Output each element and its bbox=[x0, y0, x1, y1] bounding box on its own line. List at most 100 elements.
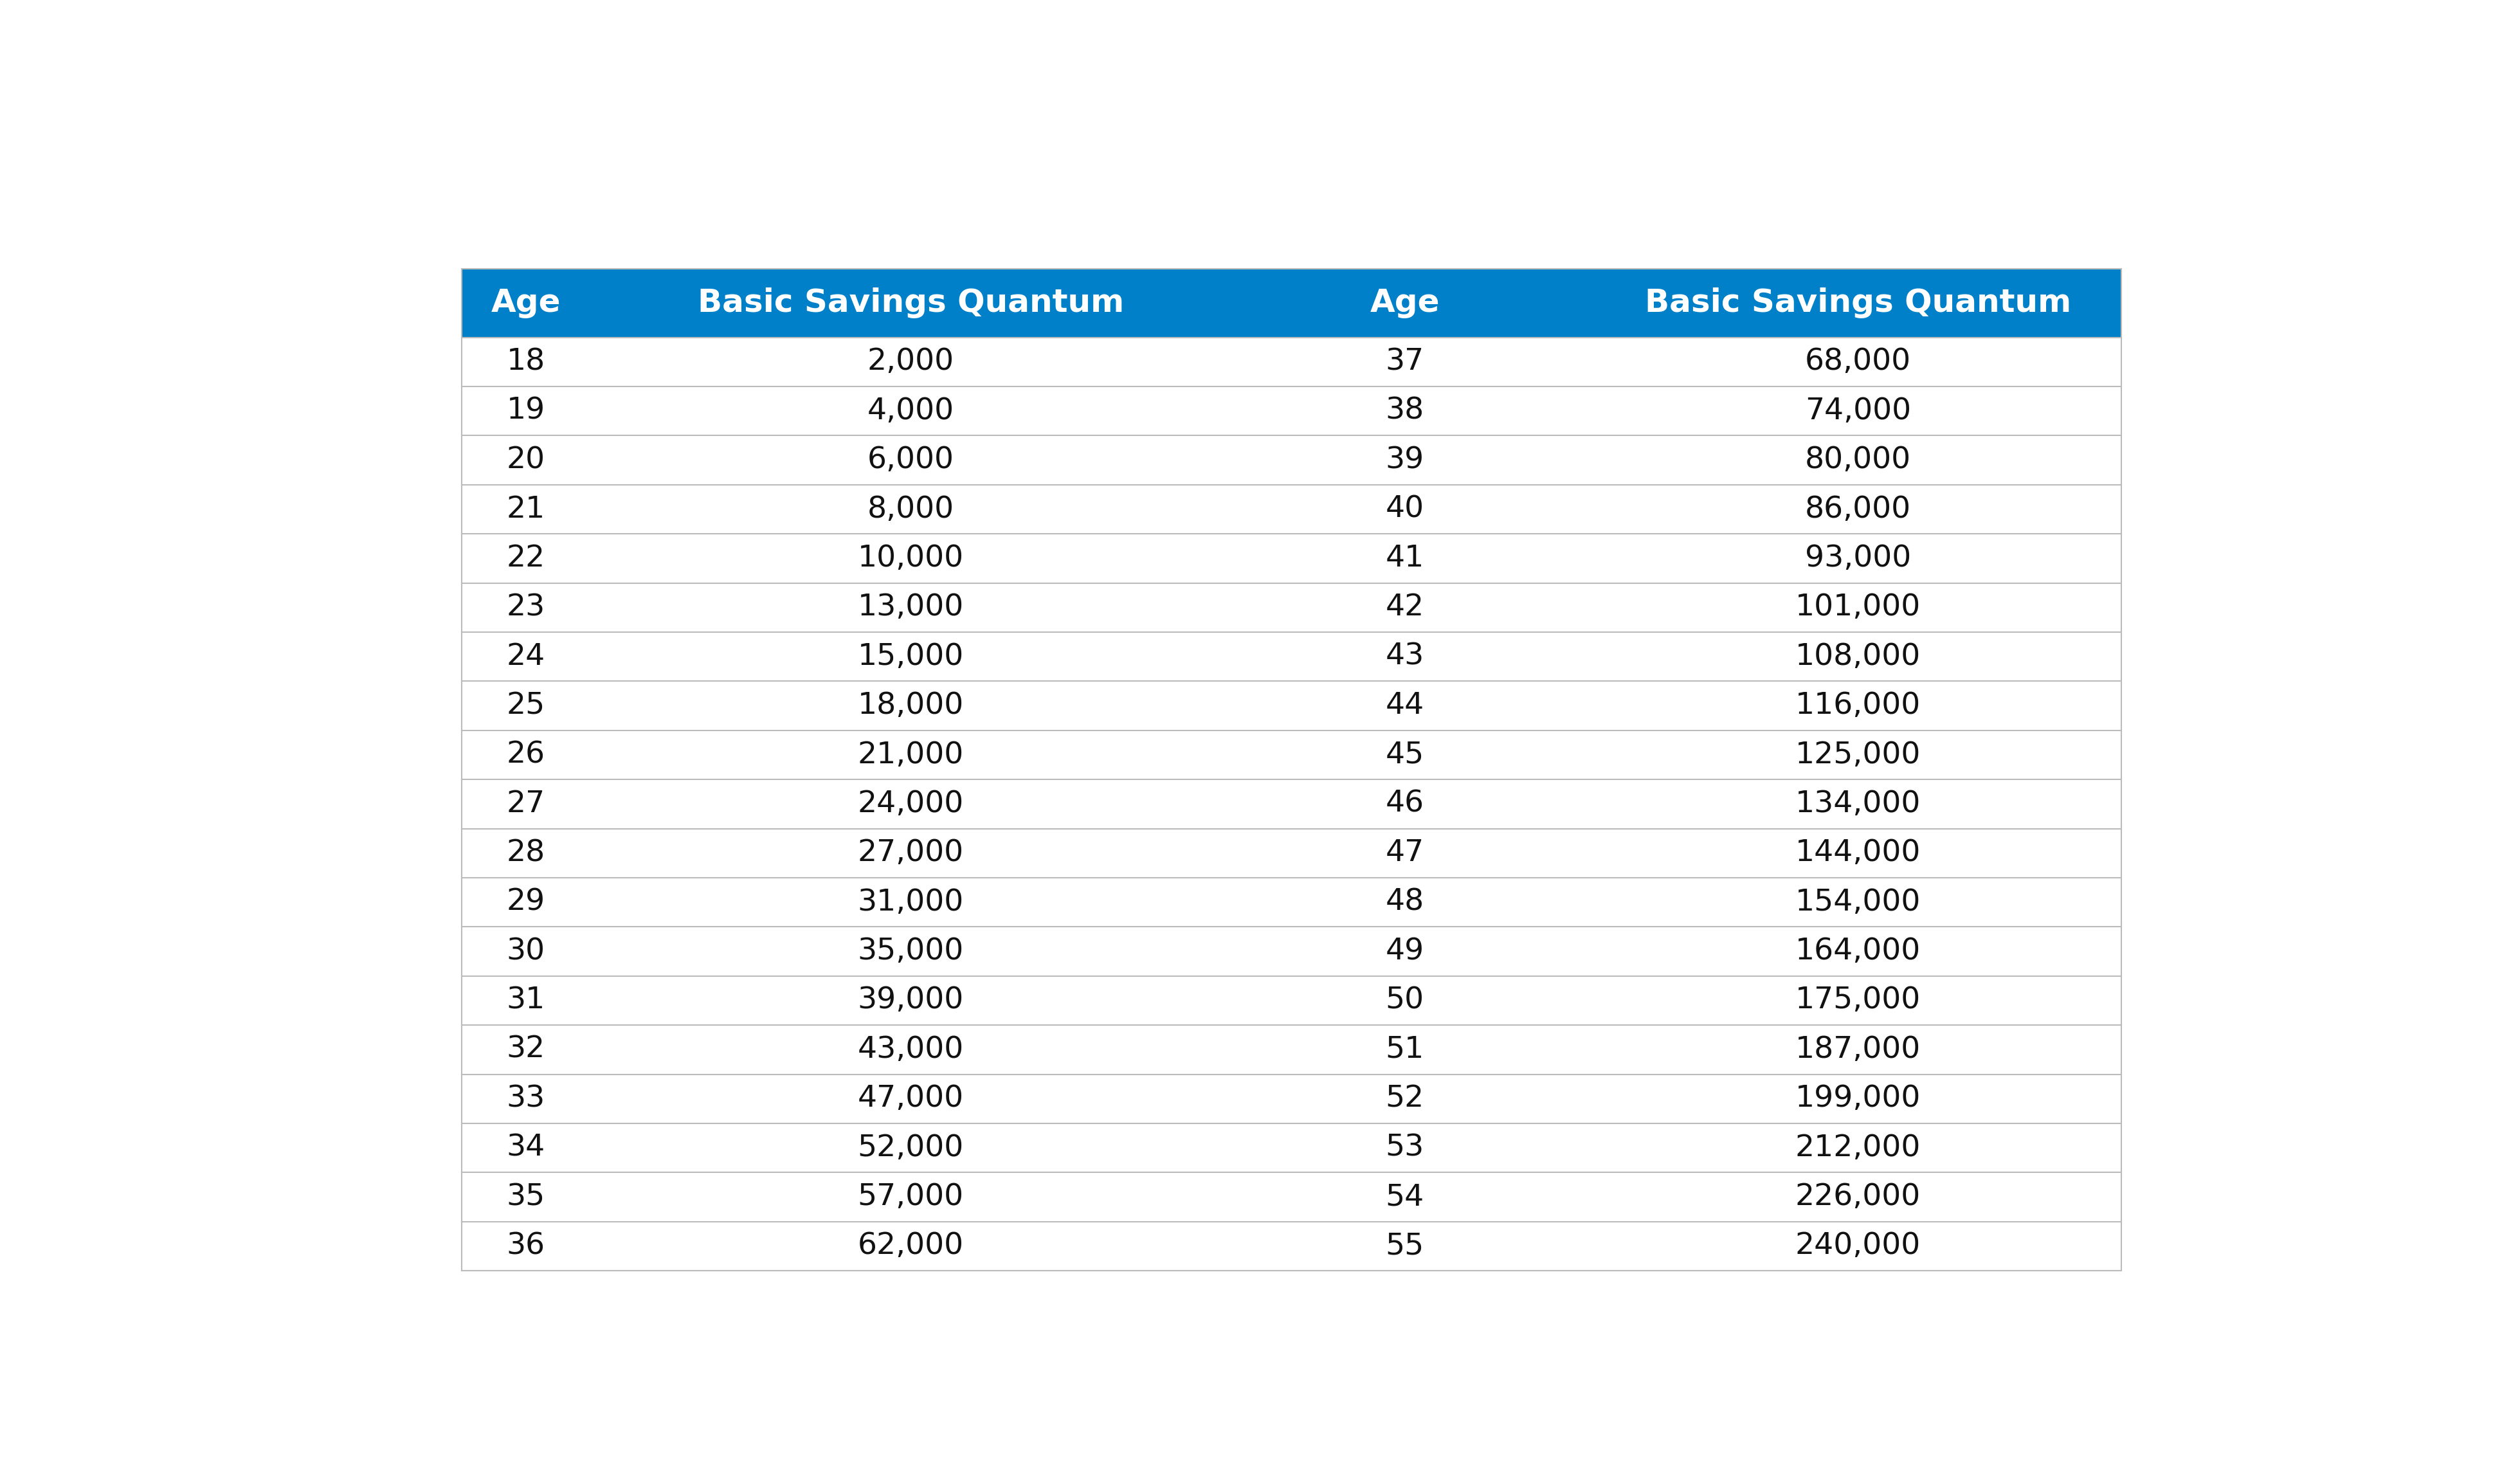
Bar bbox=[461, 534, 2122, 583]
Text: 15,000: 15,000 bbox=[857, 642, 963, 671]
Bar bbox=[461, 1222, 2122, 1270]
Text: 52,000: 52,000 bbox=[857, 1133, 963, 1162]
Text: 46: 46 bbox=[1386, 790, 1424, 818]
Text: 226,000: 226,000 bbox=[1794, 1183, 1920, 1211]
Text: 48: 48 bbox=[1386, 887, 1424, 917]
Text: 10,000: 10,000 bbox=[857, 544, 963, 572]
Text: 44: 44 bbox=[1386, 691, 1424, 720]
Text: 86,000: 86,000 bbox=[1804, 495, 1910, 524]
Text: 4,000: 4,000 bbox=[867, 396, 955, 426]
Bar bbox=[461, 337, 2122, 386]
Text: 22: 22 bbox=[507, 544, 544, 572]
Text: 74,000: 74,000 bbox=[1804, 396, 1910, 426]
Text: 31: 31 bbox=[507, 986, 544, 1015]
Text: 144,000: 144,000 bbox=[1794, 839, 1920, 868]
Text: 24,000: 24,000 bbox=[857, 790, 963, 818]
Text: 6,000: 6,000 bbox=[867, 445, 955, 475]
Text: 57,000: 57,000 bbox=[857, 1183, 963, 1211]
Text: 50: 50 bbox=[1386, 986, 1424, 1015]
Text: 187,000: 187,000 bbox=[1794, 1035, 1920, 1065]
Text: 93,000: 93,000 bbox=[1804, 544, 1910, 572]
Bar bbox=[461, 1074, 2122, 1124]
Text: Age: Age bbox=[1371, 287, 1439, 318]
Text: 26: 26 bbox=[507, 741, 544, 769]
Bar bbox=[461, 682, 2122, 731]
Text: 35: 35 bbox=[507, 1183, 544, 1211]
Bar bbox=[461, 976, 2122, 1025]
Text: 39: 39 bbox=[1386, 445, 1424, 475]
Text: 49: 49 bbox=[1386, 938, 1424, 966]
Text: 37: 37 bbox=[1386, 348, 1424, 376]
Text: 39,000: 39,000 bbox=[857, 986, 963, 1015]
Text: 20: 20 bbox=[507, 445, 544, 475]
Bar bbox=[461, 927, 2122, 976]
Bar bbox=[461, 269, 2122, 1270]
Text: Basic Savings Quantum: Basic Savings Quantum bbox=[698, 287, 1124, 318]
Text: 40: 40 bbox=[1386, 495, 1424, 524]
Text: 38: 38 bbox=[1386, 396, 1424, 426]
Text: 55: 55 bbox=[1386, 1232, 1424, 1260]
Bar bbox=[461, 779, 2122, 828]
Text: 19: 19 bbox=[507, 396, 544, 426]
Text: 199,000: 199,000 bbox=[1794, 1084, 1920, 1114]
Bar bbox=[461, 731, 2122, 779]
Text: 47,000: 47,000 bbox=[857, 1084, 963, 1114]
Text: 68,000: 68,000 bbox=[1804, 348, 1910, 376]
Text: 24: 24 bbox=[507, 642, 544, 671]
Text: 154,000: 154,000 bbox=[1794, 887, 1920, 917]
Text: 18,000: 18,000 bbox=[857, 691, 963, 720]
Text: 21,000: 21,000 bbox=[857, 741, 963, 769]
Bar bbox=[461, 1025, 2122, 1074]
Bar bbox=[461, 436, 2122, 485]
Text: 47: 47 bbox=[1386, 839, 1424, 868]
Text: 29: 29 bbox=[507, 887, 544, 917]
Text: 34: 34 bbox=[507, 1133, 544, 1162]
Text: 134,000: 134,000 bbox=[1794, 790, 1920, 818]
Text: 45: 45 bbox=[1386, 741, 1424, 769]
Text: 101,000: 101,000 bbox=[1794, 593, 1920, 623]
Text: Age: Age bbox=[491, 287, 562, 318]
Text: 25: 25 bbox=[507, 691, 544, 720]
Text: 175,000: 175,000 bbox=[1794, 986, 1920, 1015]
Text: 42: 42 bbox=[1386, 593, 1424, 623]
Text: 43: 43 bbox=[1386, 642, 1424, 671]
Text: 116,000: 116,000 bbox=[1794, 691, 1920, 720]
Text: 18: 18 bbox=[507, 348, 544, 376]
Bar bbox=[461, 632, 2122, 682]
Text: 23: 23 bbox=[507, 593, 544, 623]
Text: 54: 54 bbox=[1386, 1183, 1424, 1211]
Text: Basic Savings Quantum: Basic Savings Quantum bbox=[1646, 287, 2071, 318]
Text: 164,000: 164,000 bbox=[1794, 938, 1920, 966]
Text: 27,000: 27,000 bbox=[857, 839, 963, 868]
Text: 53: 53 bbox=[1386, 1133, 1424, 1162]
Text: 33: 33 bbox=[507, 1084, 544, 1114]
Text: 41: 41 bbox=[1386, 544, 1424, 572]
Text: 212,000: 212,000 bbox=[1794, 1133, 1920, 1162]
Bar bbox=[461, 269, 2122, 337]
Text: 27: 27 bbox=[507, 790, 544, 818]
Text: 30: 30 bbox=[507, 938, 544, 966]
Bar bbox=[461, 877, 2122, 927]
Bar bbox=[461, 1124, 2122, 1173]
Text: 125,000: 125,000 bbox=[1794, 741, 1920, 769]
Bar bbox=[461, 386, 2122, 436]
Text: 32: 32 bbox=[507, 1035, 544, 1065]
Text: 35,000: 35,000 bbox=[857, 938, 963, 966]
Text: 8,000: 8,000 bbox=[867, 495, 955, 524]
Text: 43,000: 43,000 bbox=[857, 1035, 963, 1065]
Text: 36: 36 bbox=[507, 1232, 544, 1260]
Text: 28: 28 bbox=[507, 839, 544, 868]
Text: 31,000: 31,000 bbox=[857, 887, 963, 917]
Text: 21: 21 bbox=[507, 495, 544, 524]
Text: 108,000: 108,000 bbox=[1794, 642, 1920, 671]
Text: 51: 51 bbox=[1386, 1035, 1424, 1065]
Text: 62,000: 62,000 bbox=[857, 1232, 963, 1260]
Text: 52: 52 bbox=[1386, 1084, 1424, 1114]
Text: 13,000: 13,000 bbox=[857, 593, 963, 623]
Bar bbox=[461, 485, 2122, 534]
Text: 2,000: 2,000 bbox=[867, 348, 955, 376]
Text: 240,000: 240,000 bbox=[1794, 1232, 1920, 1260]
Text: 80,000: 80,000 bbox=[1804, 445, 1910, 475]
Bar bbox=[461, 828, 2122, 877]
Bar bbox=[461, 1173, 2122, 1222]
